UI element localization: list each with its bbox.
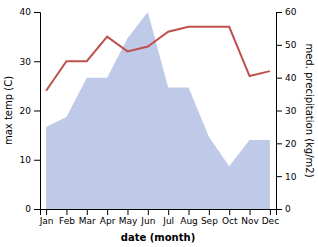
tick-mark: [34, 12, 40, 13]
tick: 20: [20, 106, 40, 116]
axis-line: [34, 13, 41, 210]
tick: Jun: [140, 209, 155, 226]
tick-label: 10: [285, 172, 297, 182]
line: [46, 27, 270, 91]
tick-label: Nov: [241, 216, 259, 226]
tick: Jul: [162, 209, 174, 226]
area: [46, 12, 270, 209]
tick: Dec: [262, 209, 279, 226]
tick-label: 50: [285, 40, 297, 50]
tick-mark: [276, 143, 282, 144]
plot: Jan Feb Mar AprMayJun Jul AugSep OctNovDec 0 10 2…: [3, 7, 315, 243]
tick-mark: [87, 209, 88, 215]
tick-mark: [34, 61, 40, 62]
tick-label: Dec: [262, 216, 279, 226]
y-axis-title: max temp (C): [3, 76, 14, 145]
tick: 60: [276, 7, 297, 17]
tick: 40: [276, 73, 297, 83]
tick-mark: [66, 209, 67, 215]
tick-label: 40: [20, 7, 32, 17]
tick: Aug: [180, 209, 198, 226]
tick-mark: [270, 209, 271, 215]
tick-mark: [276, 111, 282, 112]
tick: Sep: [201, 209, 218, 226]
tick: 10: [276, 172, 297, 182]
tick-label: Oct: [222, 216, 238, 226]
chart: Jan Feb Mar AprMayJun Jul AugSep OctNovDec 0 10 2…: [0, 0, 318, 247]
tick-mark: [34, 209, 40, 210]
tick: 50: [276, 40, 297, 50]
marks: [46, 12, 270, 209]
tick: 30: [276, 106, 297, 116]
y2-axis-title: med. precipitation (kg/m2): [304, 43, 315, 177]
tick: 30: [20, 57, 40, 67]
tick-mark: [46, 209, 47, 215]
tick-label: Mar: [79, 216, 96, 226]
tick-mark: [107, 209, 108, 215]
tick-mark: [276, 45, 282, 46]
tick: 0: [25, 204, 40, 214]
tick-mark: [276, 12, 282, 13]
x-axis: Jan Feb Mar AprMayJun Jul AugSep OctNovDec: [39, 209, 279, 226]
tick: 0: [276, 204, 291, 214]
tick-mark: [276, 176, 282, 177]
tick-label: 20: [285, 139, 297, 149]
tick: Apr: [100, 209, 116, 226]
tick: Mar: [79, 209, 96, 226]
tick-label: Aug: [180, 216, 198, 226]
axis-line: [277, 13, 283, 210]
tick-mark: [250, 209, 251, 215]
tick-label: Jun: [140, 216, 155, 226]
tick-label: 0: [285, 204, 291, 214]
tick-mark: [127, 209, 128, 215]
tick-label: Apr: [100, 216, 116, 226]
tick-label: Feb: [59, 216, 75, 226]
tick-label: May: [119, 216, 138, 226]
y-axis: 0 10 20 30 40: [20, 7, 41, 214]
tick-mark: [229, 209, 230, 215]
tick-label: 30: [20, 57, 32, 67]
tick: 40: [20, 7, 40, 17]
tick-label: 10: [20, 155, 32, 165]
y2-axis: 0 10 20 30 40 50 60: [276, 7, 297, 214]
tick-label: Jan: [39, 216, 54, 226]
tick-label: 30: [285, 106, 297, 116]
tick-mark: [168, 209, 169, 215]
tick-mark: [189, 209, 190, 215]
tick: Jan: [39, 209, 54, 226]
tick-label: 20: [20, 106, 32, 116]
tick: Nov: [241, 209, 259, 226]
tick-label: 60: [285, 7, 297, 17]
tick-label: Sep: [201, 216, 218, 226]
tick: 10: [20, 155, 40, 165]
tick: May: [119, 209, 138, 226]
tick-mark: [34, 111, 40, 112]
tick: 20: [276, 139, 297, 149]
tick: Oct: [222, 209, 238, 226]
tick-mark: [34, 160, 40, 161]
tick-label: Jul: [162, 216, 174, 226]
x-axis-title: date (month): [121, 232, 195, 243]
tick-mark: [148, 209, 149, 215]
tick-label: 0: [25, 204, 31, 214]
tick: Feb: [59, 209, 75, 226]
tick-mark: [276, 209, 282, 210]
tick-mark: [276, 78, 282, 79]
tick-mark: [209, 209, 210, 215]
tick-label: 40: [285, 73, 297, 83]
axis-line: [41, 210, 277, 216]
